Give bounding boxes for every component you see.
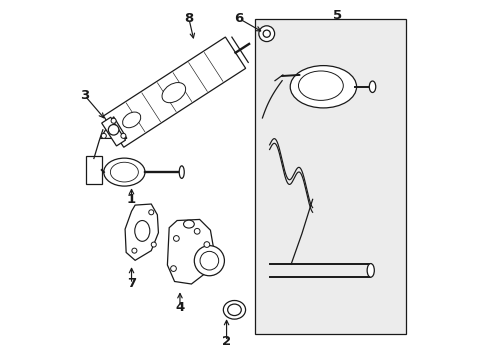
Ellipse shape	[103, 158, 144, 186]
Polygon shape	[167, 220, 214, 284]
Ellipse shape	[290, 66, 356, 108]
Ellipse shape	[368, 81, 375, 93]
Text: 8: 8	[184, 12, 193, 25]
Polygon shape	[102, 117, 125, 146]
Circle shape	[200, 251, 218, 270]
Circle shape	[101, 133, 106, 138]
Polygon shape	[125, 204, 158, 260]
Circle shape	[194, 228, 200, 234]
Text: 4: 4	[175, 301, 184, 314]
Ellipse shape	[183, 220, 194, 228]
Ellipse shape	[122, 112, 141, 128]
Text: 5: 5	[332, 9, 342, 22]
Polygon shape	[86, 156, 102, 184]
Ellipse shape	[298, 71, 343, 100]
Text: 7: 7	[127, 278, 136, 291]
Circle shape	[263, 30, 270, 37]
Circle shape	[258, 26, 274, 41]
Ellipse shape	[179, 166, 184, 179]
Text: 6: 6	[234, 12, 243, 25]
Ellipse shape	[366, 264, 373, 277]
Text: 3: 3	[80, 89, 89, 102]
Ellipse shape	[162, 82, 185, 103]
Polygon shape	[255, 19, 405, 334]
Circle shape	[173, 235, 179, 241]
Text: 2: 2	[222, 335, 231, 348]
Text: 1: 1	[127, 193, 136, 206]
Circle shape	[151, 242, 156, 247]
Circle shape	[170, 266, 176, 271]
Ellipse shape	[110, 162, 138, 182]
Ellipse shape	[135, 221, 149, 241]
Ellipse shape	[223, 301, 245, 319]
Circle shape	[203, 242, 209, 247]
Circle shape	[194, 246, 224, 276]
Polygon shape	[103, 37, 245, 147]
Circle shape	[148, 210, 153, 215]
Circle shape	[108, 125, 119, 135]
Circle shape	[132, 248, 137, 253]
Circle shape	[121, 133, 125, 138]
Circle shape	[111, 118, 116, 123]
Polygon shape	[100, 117, 126, 138]
Ellipse shape	[227, 304, 241, 316]
